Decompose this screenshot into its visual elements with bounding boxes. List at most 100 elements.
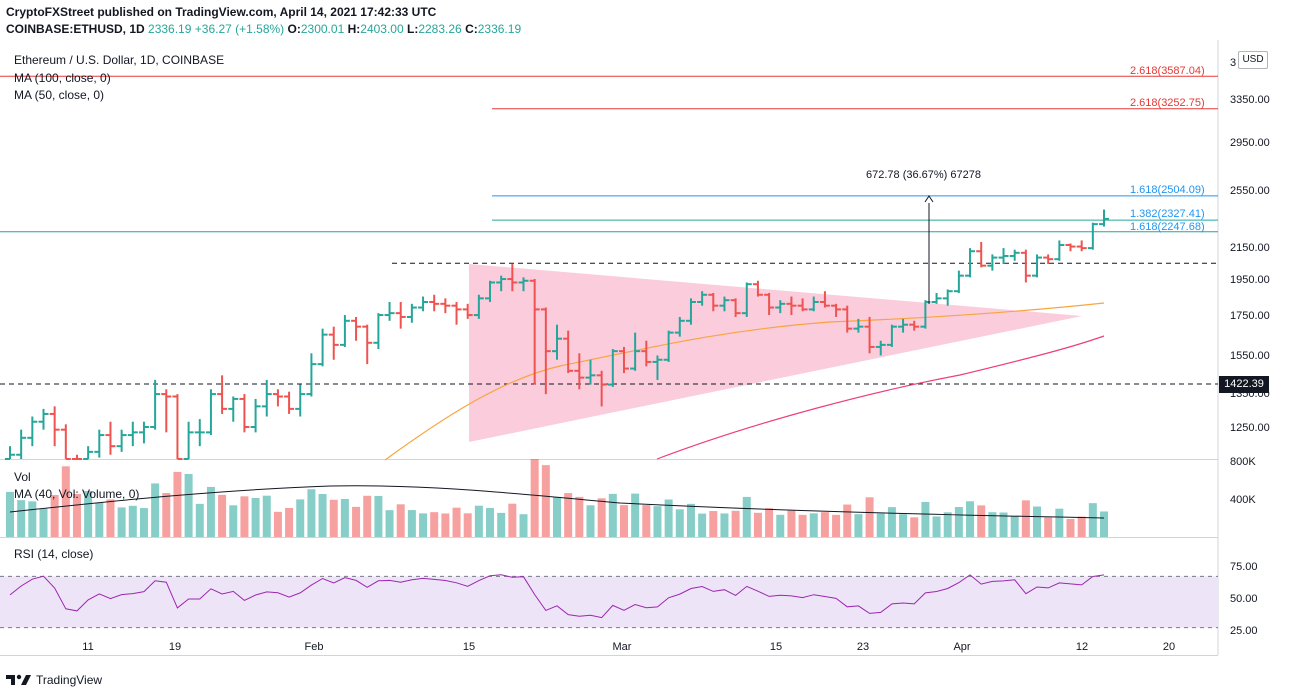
volume-bar	[340, 499, 349, 537]
ohlc-bar	[987, 254, 998, 271]
ohlc-bar	[49, 406, 60, 447]
volume-bar	[664, 499, 673, 537]
volume-bar	[832, 514, 841, 537]
fib-label-3252: 2.618(3252.75)	[1130, 97, 1205, 109]
ma50-legend[interactable]: MA (50, close, 0)	[14, 88, 105, 102]
volume-bar	[352, 506, 361, 537]
ohlc-bar	[272, 389, 283, 407]
price-tick: 1750.00	[1230, 310, 1270, 322]
volume-bar	[195, 503, 204, 537]
volume-ma-legend[interactable]: MA (40, Vol: Volume, 0)	[14, 487, 140, 501]
volume-bar	[642, 505, 651, 537]
ohlc-bar	[552, 324, 562, 360]
ohlc-bar	[373, 313, 384, 350]
volume-bar	[162, 492, 171, 537]
tradingview-logo-icon	[6, 674, 31, 685]
volume-bar	[329, 499, 338, 537]
date-tick: 23	[857, 641, 869, 653]
fib-label-2504: 1.618(2504.09)	[1130, 184, 1205, 196]
ohlc-bar	[317, 328, 328, 367]
ohlc-bar	[250, 398, 261, 433]
date-tick: Feb	[305, 641, 324, 653]
currency-button[interactable]: USD	[1238, 51, 1268, 69]
volume-bar	[519, 514, 528, 537]
price-tick: 1550.00	[1230, 350, 1270, 362]
price-tick: 3350.00	[1230, 94, 1270, 106]
ohlc-bar	[965, 248, 976, 278]
ohlc-bar	[652, 355, 663, 380]
volume-bar	[910, 517, 919, 537]
ohlc-bar	[328, 326, 339, 360]
ohlc-bar	[674, 316, 685, 337]
ohlc-bar	[741, 282, 752, 317]
ohlc-bar	[116, 429, 127, 452]
volume-bar	[1055, 508, 1064, 537]
ohlc-bar	[462, 303, 473, 319]
ohlc-bar	[27, 416, 38, 447]
volume-bar	[1044, 517, 1053, 537]
ohlc-bar	[540, 307, 551, 395]
volume-bar	[720, 513, 729, 537]
volume-bar	[1077, 516, 1086, 537]
ohlc-bar	[998, 248, 1009, 265]
volume-bar	[575, 496, 584, 537]
change-value: +36.27 (+1.58%)	[194, 22, 285, 36]
ma100-legend[interactable]: MA (100, close, 0)	[14, 71, 111, 85]
volume-bar	[1088, 503, 1097, 537]
ohlc-bar	[898, 318, 909, 333]
volume-bar	[787, 510, 796, 537]
volume-ma-line	[9, 485, 1105, 519]
volume-bar	[1033, 506, 1042, 537]
volume-bar	[95, 502, 104, 537]
volume-bar	[876, 513, 885, 537]
rsi-legend[interactable]: RSI (14, close)	[14, 547, 94, 561]
volume-legend[interactable]: Vol	[14, 470, 31, 484]
ohlc-bar	[5, 446, 15, 460]
price-tick: 2950.00	[1230, 137, 1270, 149]
date-tick: 15	[463, 641, 475, 653]
volume-bar	[709, 511, 718, 537]
ohlc-bar	[228, 396, 239, 422]
volume-bar	[508, 503, 517, 537]
volume-bar	[765, 508, 774, 537]
ohlc-bar	[909, 320, 920, 331]
volume-bar	[653, 506, 662, 537]
volume-bar	[285, 507, 294, 537]
ohlc-bar	[351, 316, 362, 341]
ohlc-bar	[585, 359, 596, 385]
tradingview-brand[interactable]: TradingView	[6, 673, 102, 687]
ohlc-bar	[875, 340, 886, 356]
volume-bar	[977, 505, 986, 537]
ohlc-bar	[94, 429, 105, 458]
volume-bar	[441, 513, 450, 537]
volume-bar	[385, 510, 394, 537]
publish-line: CryptoFXStreet published on TradingView.…	[6, 5, 437, 19]
volume-bar	[597, 498, 606, 537]
volume-bar	[943, 512, 952, 537]
volume-bar	[619, 505, 628, 537]
fib-label-3587: 2.618(3587.04)	[1130, 65, 1205, 77]
volume-bar	[240, 496, 249, 537]
volume-bar	[586, 505, 595, 537]
volume-bar	[1010, 516, 1019, 537]
volume-bar	[61, 466, 70, 537]
rsi-tick: 75.00	[1230, 561, 1258, 573]
ohlc-bar	[1087, 222, 1098, 250]
volume-bar	[954, 507, 963, 537]
measure-label: 672.78 (36.67%) 67278	[866, 169, 981, 181]
date-tick: Apr	[953, 641, 970, 653]
volume-bar	[675, 509, 684, 537]
open-value: 2300.01	[300, 22, 345, 36]
volume-bar	[139, 508, 148, 537]
volume-bar	[988, 512, 997, 537]
ohlc-bar	[339, 315, 350, 347]
fib-label-2247: 1.618(2247.68)	[1130, 221, 1205, 233]
volume-bar	[497, 512, 506, 537]
ohlc-bar	[284, 391, 295, 414]
ohlc-bar	[429, 294, 440, 312]
volume-tick: 400K	[1230, 494, 1256, 506]
volume-bar	[419, 513, 428, 537]
rsi-tick: 50.00	[1230, 593, 1258, 605]
ohlc-bar	[71, 454, 82, 460]
